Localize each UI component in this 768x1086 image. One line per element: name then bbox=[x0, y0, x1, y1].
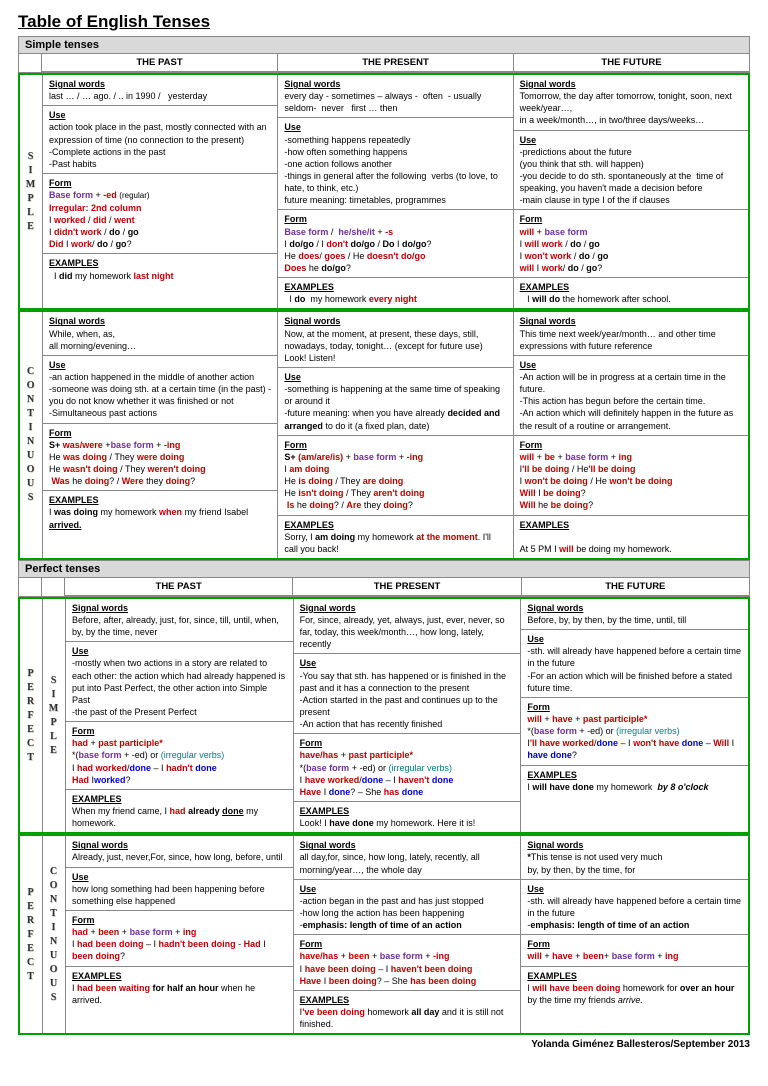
label-examples: EXAMPLES bbox=[49, 257, 271, 269]
section-perfect-header: Perfect tenses bbox=[18, 560, 750, 578]
col-future: THE FUTURE bbox=[514, 54, 749, 72]
future-continuous: Signal wordsThis time next week/year/mon… bbox=[514, 312, 748, 558]
aspect-perfect-1: P E R F E C T bbox=[27, 667, 35, 765]
perfect-continuous-row: P E R F E C T C O N T I N U O U S Signal… bbox=[18, 834, 750, 1035]
simple-row: S I M P L E Signal wordslast … / … ago. … bbox=[18, 73, 750, 310]
past-continuous: Signal wordsWhile, when, as,all morning/… bbox=[43, 312, 278, 558]
label-use: Use bbox=[49, 109, 271, 121]
label-form: Form bbox=[527, 701, 742, 713]
aspect-continuous: C O N T I N U O U S bbox=[27, 365, 36, 505]
label-form: Form bbox=[527, 938, 742, 950]
aspect-perfsimple: S I M P L E bbox=[49, 674, 59, 758]
present-continuous: Signal wordsNow, at the moment, at prese… bbox=[278, 312, 513, 558]
col-past: THE PAST bbox=[65, 578, 292, 596]
past-simple: Signal wordslast … / … ago. / .. in 1990… bbox=[43, 75, 278, 308]
label-use: Use bbox=[284, 121, 506, 133]
label-use: Use bbox=[72, 871, 287, 883]
label-signal: Signal words bbox=[527, 839, 742, 851]
label-form: Form bbox=[520, 213, 742, 225]
label-signal: Signal words bbox=[520, 78, 742, 90]
page-footer: Yolanda Giménez Ballesteros/September 20… bbox=[18, 1039, 750, 1050]
future-simple: Signal wordsTomorrow, the day after tomo… bbox=[514, 75, 748, 308]
page-title: Table of English Tenses bbox=[18, 12, 750, 32]
col-past: THE PAST bbox=[42, 54, 277, 72]
past-perfect-continuous: Signal wordsAlready, just, never,For, si… bbox=[66, 836, 294, 1033]
label-examples: EXAMPLES bbox=[284, 519, 506, 531]
perfect-column-headers: THE PAST THE PRESENT THE FUTURE bbox=[18, 578, 750, 597]
col-present: THE PRESENT bbox=[278, 54, 513, 72]
label-form: Form bbox=[72, 914, 287, 926]
aspect-perfect-2: P E R F E C T bbox=[27, 886, 35, 984]
label-examples: EXAMPLES bbox=[520, 281, 742, 293]
label-signal: Signal words bbox=[300, 839, 515, 851]
label-examples: EXAMPLES bbox=[72, 793, 287, 805]
continuous-row: C O N T I N U O U S Signal wordsWhile, w… bbox=[18, 310, 750, 560]
label-form: Form bbox=[284, 213, 506, 225]
label-form: Form bbox=[72, 725, 287, 737]
col-future: THE FUTURE bbox=[522, 578, 749, 596]
label-form: Form bbox=[300, 938, 515, 950]
label-use: Use bbox=[284, 371, 506, 383]
label-signal: Signal words bbox=[527, 602, 742, 614]
label-use: Use bbox=[527, 883, 742, 895]
label-form: Form bbox=[300, 737, 515, 749]
label-use: Use bbox=[520, 134, 742, 146]
section-simple-header: Simple tenses bbox=[18, 36, 750, 54]
label-form: Form bbox=[49, 177, 271, 189]
label-use: Use bbox=[72, 645, 287, 657]
label-use: Use bbox=[527, 633, 742, 645]
future-perfect: Signal wordsBefore, by, by then, by the … bbox=[521, 599, 748, 832]
label-form: Form bbox=[284, 439, 506, 451]
present-simple: Signal wordsevery day - sometimes – alwa… bbox=[278, 75, 513, 308]
label-signal: Signal words bbox=[300, 602, 515, 614]
label-form: Form bbox=[520, 439, 742, 451]
aspect-simple: S I M P L E bbox=[26, 150, 36, 234]
simple-column-headers: THE PAST THE PRESENT THE FUTURE bbox=[18, 54, 750, 73]
label-examples: EXAMPLES bbox=[49, 494, 271, 506]
label-signal: Signal words bbox=[72, 839, 287, 851]
label-signal: Signal words bbox=[72, 602, 287, 614]
label-examples: EXAMPLES bbox=[300, 994, 515, 1006]
future-perfect-continuous: Signal words*This tense is not used very… bbox=[521, 836, 748, 1033]
label-examples: EXAMPLES bbox=[300, 805, 515, 817]
aspect-perfcont: C O N T I N U O U S bbox=[50, 865, 59, 1005]
label-use: Use bbox=[300, 883, 515, 895]
perfect-simple-row: P E R F E C T S I M P L E Signal wordsBe… bbox=[18, 597, 750, 834]
label-examples: EXAMPLES bbox=[72, 970, 287, 982]
label-signal: Signal words bbox=[49, 78, 271, 90]
label-examples: EXAMPLES bbox=[284, 281, 506, 293]
col-present: THE PRESENT bbox=[293, 578, 520, 596]
label-examples: EXAMPLES bbox=[527, 970, 742, 982]
label-examples: EXAMPLES bbox=[520, 519, 742, 531]
label-signal: Signal words bbox=[284, 78, 506, 90]
label-examples: EXAMPLES bbox=[527, 769, 742, 781]
label-signal: Signal words bbox=[284, 315, 506, 327]
label-use: Use bbox=[520, 359, 742, 371]
past-perfect: Signal wordsBefore, after, already, just… bbox=[66, 599, 294, 832]
label-signal: Signal words bbox=[49, 315, 271, 327]
label-signal: Signal words bbox=[520, 315, 742, 327]
present-perfect-continuous: Signal wordsall day,for, since, how long… bbox=[294, 836, 522, 1033]
present-perfect: Signal wordsFor, since, already, yet, al… bbox=[294, 599, 522, 832]
label-form: Form bbox=[49, 427, 271, 439]
label-use: Use bbox=[300, 657, 515, 669]
label-use: Use bbox=[49, 359, 271, 371]
